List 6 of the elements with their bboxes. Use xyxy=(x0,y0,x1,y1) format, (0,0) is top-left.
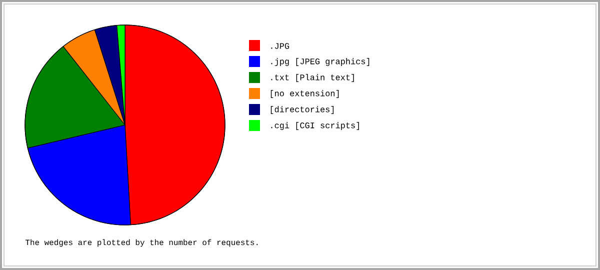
legend-label: .JPG xyxy=(271,43,290,49)
legend-label: .jpg [JPEG graphics] xyxy=(271,58,370,66)
legend-label: [no extension] xyxy=(270,90,339,98)
legend-label: [directories] xyxy=(270,106,334,114)
legend-label: .cgi [CGI scripts] xyxy=(271,122,359,130)
legend-label: .txt [Plain text] xyxy=(271,74,354,82)
